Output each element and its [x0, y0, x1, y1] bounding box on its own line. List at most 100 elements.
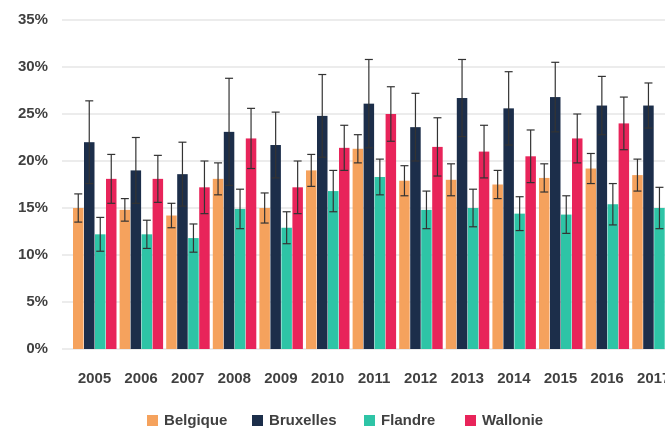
error-bar: [551, 61, 560, 133]
bar: [445, 179, 457, 349]
bar: [632, 175, 643, 349]
x-tick-label: 2008: [218, 370, 251, 387]
error-bar: [340, 124, 349, 171]
bar: [223, 131, 235, 349]
x-tick-label: 2011: [358, 370, 391, 387]
error-bar: [178, 141, 187, 207]
y-tick-label: 30%: [18, 58, 48, 75]
error-bar: [597, 75, 606, 136]
x-tick-label: 2010: [311, 370, 344, 387]
error-bar: [526, 129, 535, 184]
error-bar: [282, 211, 291, 245]
error-bar: [120, 198, 129, 222]
error-bar: [293, 160, 302, 215]
error-bar: [329, 169, 338, 213]
x-tick-label: 2015: [544, 370, 577, 387]
error-bar: [644, 82, 653, 129]
error-bar: [247, 107, 256, 170]
bar: [245, 138, 257, 349]
error-bar: [655, 186, 664, 230]
bar: [259, 208, 270, 349]
error-bar: [200, 160, 209, 215]
bar: [234, 208, 246, 349]
bar: [525, 156, 536, 349]
error-bar: [96, 216, 105, 252]
error-bar: [447, 163, 456, 197]
error-bar: [411, 92, 420, 162]
legend-label: Bruxelles: [269, 412, 337, 429]
bar: [281, 227, 292, 349]
bar: [130, 170, 142, 349]
x-tick-label: 2012: [404, 370, 437, 387]
error-bar: [619, 96, 628, 151]
legend-swatch: [364, 415, 375, 426]
error-bar: [189, 223, 198, 253]
error-bar: [318, 73, 327, 158]
bar: [572, 138, 583, 349]
error-bar: [515, 196, 524, 232]
error-bar: [422, 190, 431, 230]
bar: [607, 204, 619, 349]
bar: [306, 170, 317, 349]
bar: [119, 209, 131, 349]
bar: [199, 187, 210, 349]
error-bar: [307, 153, 316, 187]
error-bar: [469, 188, 478, 228]
error-bar: [142, 219, 151, 250]
legend-swatch: [147, 415, 158, 426]
error-bar: [167, 202, 176, 229]
x-tick-label: 2005: [78, 370, 111, 387]
bar: [585, 168, 597, 349]
error-bar: [85, 100, 94, 185]
bar: [596, 105, 608, 349]
error-bar: [131, 136, 140, 204]
y-tick-label: 5%: [26, 293, 48, 310]
x-tick-label: 2014: [497, 370, 531, 387]
y-tick-label: 15%: [18, 199, 48, 216]
error-bar: [364, 58, 373, 149]
bar: [432, 146, 443, 349]
error-bar: [225, 77, 234, 187]
bar: [177, 174, 188, 349]
bar: [410, 127, 421, 349]
bar: [188, 238, 199, 349]
bar: [478, 151, 490, 349]
error-bar: [608, 182, 617, 226]
legend-label: Flandre: [381, 412, 435, 429]
error-bar: [573, 113, 582, 164]
error-bar: [214, 162, 223, 196]
bar: [421, 209, 432, 349]
bar: [374, 176, 386, 349]
x-tick-label: 2016: [590, 370, 623, 387]
x-tick-label: 2006: [124, 370, 157, 387]
error-bar: [375, 158, 384, 196]
error-bar: [480, 124, 489, 179]
bar: [328, 191, 339, 349]
bar: [106, 178, 117, 349]
bar: [385, 114, 397, 349]
error-bar: [74, 193, 83, 223]
error-bar: [562, 195, 571, 234]
bar: [550, 97, 561, 349]
bar: [270, 145, 281, 349]
legend-swatch: [465, 415, 476, 426]
bar: [399, 180, 410, 349]
error-bar: [260, 192, 269, 224]
error-bar: [633, 158, 642, 192]
legend-swatch: [252, 415, 263, 426]
bar: [84, 142, 95, 349]
x-tick-label: 2013: [451, 370, 484, 387]
error-bar: [586, 152, 595, 185]
bar: [456, 98, 468, 350]
bar: [141, 234, 153, 349]
y-tick-label: 20%: [18, 152, 48, 169]
bar: [654, 208, 665, 349]
bar: [503, 108, 514, 349]
bar: [618, 123, 630, 350]
error-bar: [353, 134, 362, 164]
x-tick-label: 2009: [264, 370, 297, 387]
bar: [352, 148, 364, 349]
error-bar: [540, 163, 549, 193]
bar: [212, 178, 224, 349]
bar: [363, 103, 375, 349]
